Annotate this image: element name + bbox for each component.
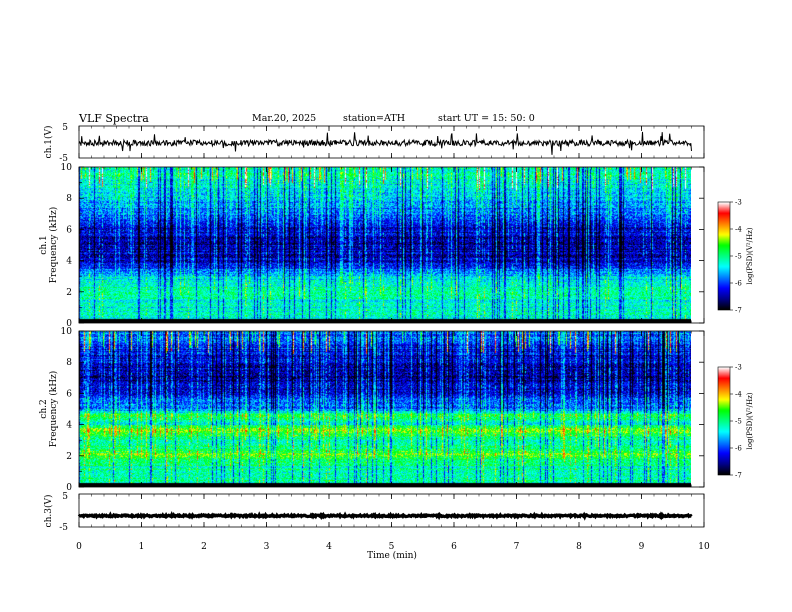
colorbar-tick-label: -7 (735, 307, 742, 315)
time-tick-label: 2 (201, 542, 207, 552)
colorbar-tick-label: -3 (735, 199, 742, 207)
ch1-colorbar-image (718, 202, 730, 310)
time-tick-label: 8 (576, 542, 582, 552)
station-label: station=ATH (343, 113, 405, 124)
freq-tick-label: 6 (66, 389, 72, 399)
colorbar-tick-label: -5 (735, 418, 742, 426)
time-axis-label: Time (min) (367, 550, 417, 561)
time-tick-label: 10 (698, 542, 710, 552)
ch3-ytick-top: 5 (62, 492, 68, 502)
ch1-waveform-line (78, 131, 692, 155)
colorbar-tick-label: -6 (735, 445, 742, 453)
freq-tick-label: 0 (66, 483, 72, 493)
freq-tick-label: 2 (66, 452, 72, 462)
date-label: Mar.20, 2025 (252, 113, 317, 124)
freq-tick-label: 10 (61, 163, 73, 173)
freq-tick-label: 10 (61, 327, 73, 337)
ch2-spectrogram-image (79, 331, 691, 487)
ch2-colorbar-ticks: -3 -4 -5 -6 -7 (730, 364, 742, 480)
ch1-waveform-panel: 5 -5 ch.1(V) (43, 123, 705, 164)
freq-tick-label: 8 (66, 194, 72, 204)
ch1-channel-label: ch.1Frequency (kHz) (39, 207, 59, 284)
ch1-colorbar: -3 -4 -5 -6 -7 log(PSD)(V²/Hz) (717, 199, 754, 315)
colorbar-tick-label: -5 (735, 253, 742, 261)
ch1-colorbar-label: log(PSD)(V²/Hz) (746, 227, 754, 284)
ch2-colorbar-image (718, 367, 730, 475)
time-tick-label: 9 (639, 542, 645, 552)
start-ut-label: start UT = 15: 50: 0 (438, 113, 535, 124)
freq-tick-label: 2 (66, 288, 72, 298)
ch2-freq-ticks: 0 2 4 6 8 10 (61, 327, 704, 493)
ch2-channel-label: ch.2Frequency (kHz) (39, 371, 59, 448)
time-tick-label: 5 (389, 542, 395, 552)
ch3-waveform-panel: 5 -5 ch.3(V) (43, 492, 705, 533)
ch3-waveform-line (77, 511, 693, 521)
time-tick-label: 6 (451, 542, 457, 552)
ch1-ytick-top: 5 (62, 123, 68, 133)
time-tick-label: 7 (514, 542, 520, 552)
colorbar-tick-label: -4 (735, 391, 742, 399)
colorbar-tick-label: -3 (735, 364, 742, 372)
ch1-freq-ticks: 0 2 4 6 8 10 (61, 163, 704, 329)
figure-title: VLF Spectra (79, 112, 149, 125)
ch2-colorbar: -3 -4 -5 -6 -7 log(PSD)(V²/Hz) (717, 364, 754, 480)
ch1-spectrogram-image (79, 167, 691, 323)
colorbar-tick-label: -7 (735, 472, 742, 480)
time-tick-label: 1 (139, 542, 145, 552)
ch3-ytick-bottom: -5 (59, 523, 68, 533)
ch2-colorbar-label: log(PSD)(V²/Hz) (746, 392, 754, 449)
ch3-waveform-ylabel: ch.3(V) (43, 495, 54, 528)
freq-tick-label: 0 (66, 319, 72, 329)
ch1-colorbar-ticks: -3 -4 -5 -6 -7 (730, 199, 742, 315)
freq-tick-label: 4 (66, 257, 72, 267)
ch2-spectrogram-panel: 0 2 4 6 8 10 ch.2Frequency (kHz) (39, 327, 705, 493)
time-tick-label: 4 (326, 542, 332, 552)
time-tick-label: 0 (76, 542, 82, 552)
ch1-ytick-bottom: -5 (59, 154, 68, 164)
colorbar-tick-label: -4 (735, 226, 742, 234)
freq-tick-label: 4 (66, 421, 72, 431)
ch1-waveform-ylabel: ch.1(V) (43, 126, 54, 159)
freq-tick-label: 8 (66, 358, 72, 368)
colorbar-tick-label: -6 (735, 280, 742, 288)
ch1-spectrogram-panel: 0 2 4 6 8 10 ch.1Frequency (kHz) (39, 163, 705, 329)
time-axis: 0 1 2 3 4 5 6 7 8 9 10 (76, 126, 710, 552)
freq-tick-label: 6 (66, 225, 72, 235)
time-tick-label: 3 (264, 542, 270, 552)
